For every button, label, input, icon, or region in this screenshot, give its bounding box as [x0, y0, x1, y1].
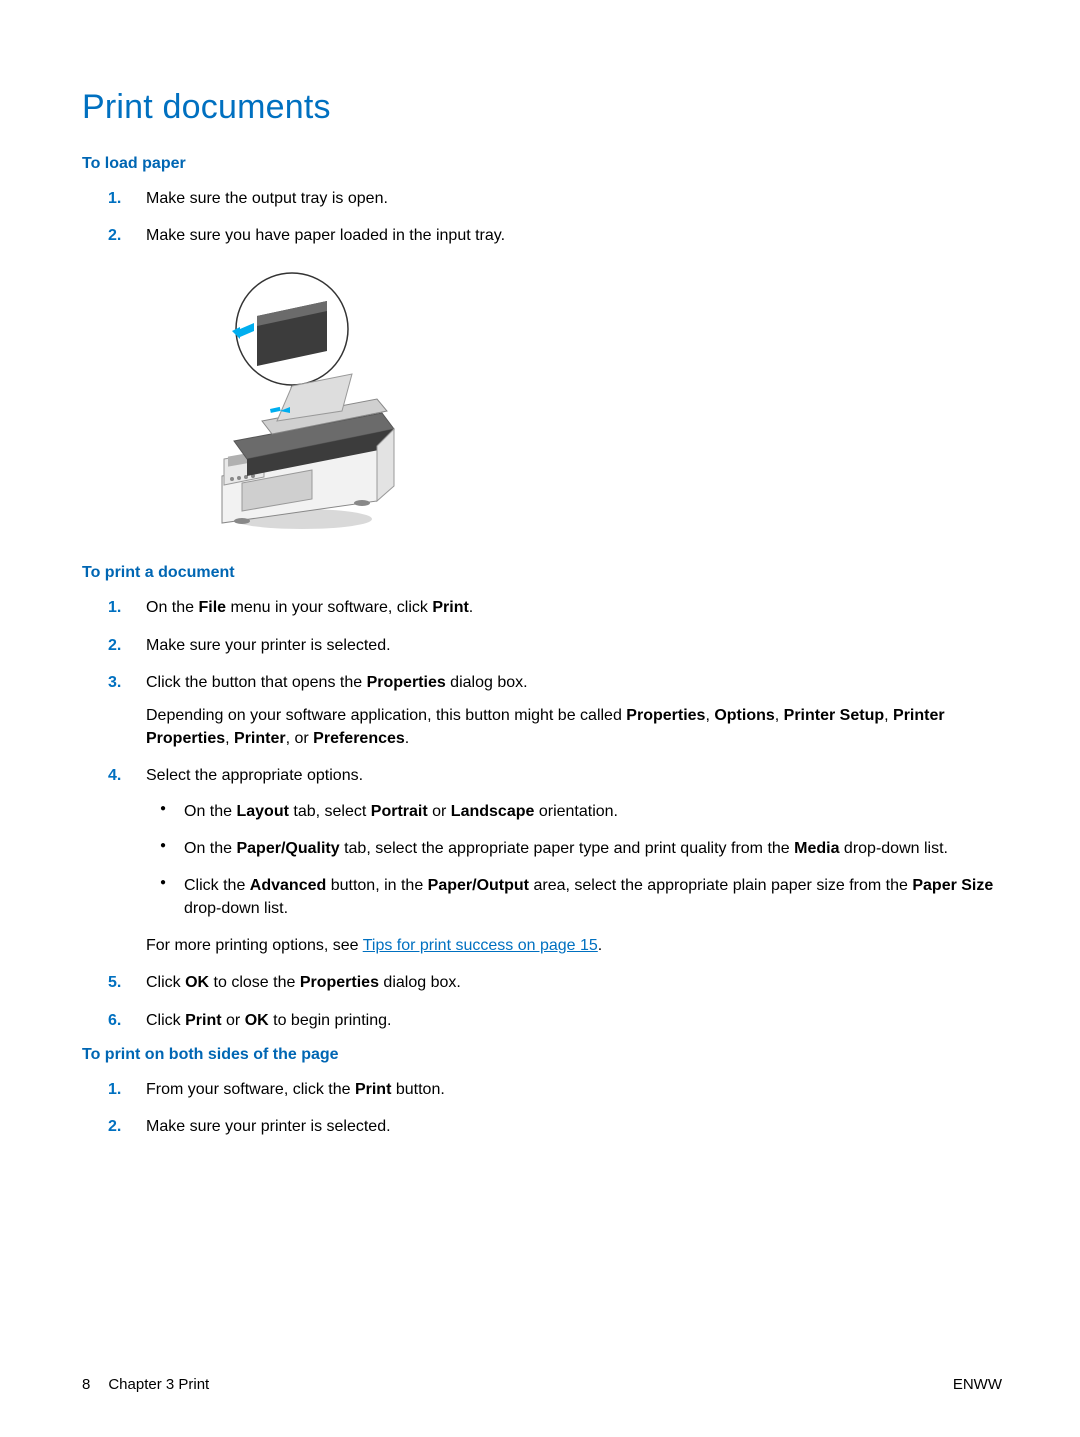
- step-item: 2.Make sure you have paper loaded in the…: [146, 224, 1002, 247]
- link-prefix: For more printing options, see: [146, 937, 363, 954]
- step-text: Make sure you have paper loaded in the i…: [146, 227, 505, 244]
- step-number: 4.: [108, 764, 121, 787]
- step-paragraph: Depending on your software application, …: [146, 704, 1002, 750]
- page-container: Print documents To load paper1.Make sure…: [0, 0, 1080, 1437]
- step-list: 1. From your software, click the Print bu…: [82, 1078, 1002, 1138]
- section-header: To print on both sides of the page: [82, 1046, 1002, 1064]
- cross-reference-link[interactable]: Tips for print success on page 15: [363, 937, 598, 954]
- footer-left: 8 Chapter 3 Print: [82, 1376, 209, 1393]
- step-number: 5.: [108, 971, 121, 994]
- footer-right: ENWW: [953, 1376, 1002, 1393]
- step-item: 2.Make sure your printer is selected.: [146, 634, 1002, 657]
- step-text: Click OK to close the Properties dialog …: [146, 974, 461, 991]
- step-number: 2.: [108, 634, 121, 657]
- step-number: 1.: [108, 1078, 121, 1101]
- step-text: Make sure your printer is selected.: [146, 637, 391, 654]
- step-number: 1.: [108, 187, 121, 210]
- bullet-item: Click the Advanced button, in the Paper/…: [184, 874, 1002, 920]
- step-text: Select the appropriate options.: [146, 767, 363, 784]
- step-item: 6.Click Print or OK to begin printing.: [146, 1009, 1002, 1032]
- step-number: 2.: [108, 224, 121, 247]
- step-item: 4.Select the appropriate options.On the …: [146, 764, 1002, 957]
- printer-figure: [192, 271, 1002, 536]
- printer-icon: [192, 271, 412, 531]
- page-title: Print documents: [82, 88, 1002, 127]
- section-header: To load paper: [82, 155, 1002, 173]
- step-text: Make sure the output tray is open.: [146, 190, 388, 207]
- bullet-item: On the Layout tab, select Portrait or La…: [184, 800, 1002, 823]
- bullet-list: On the Layout tab, select Portrait or La…: [146, 800, 1002, 921]
- step-number: 2.: [108, 1115, 121, 1138]
- link-suffix: .: [598, 937, 602, 954]
- step-text: Click the button that opens the Properti…: [146, 674, 528, 691]
- step-item: 1.On the File menu in your software, cli…: [146, 596, 1002, 619]
- step-item: 1.Make sure the output tray is open.: [146, 187, 1002, 210]
- step-number: 1.: [108, 596, 121, 619]
- step-item: 3.Click the button that opens the Proper…: [146, 671, 1002, 751]
- step-item: 2.Make sure your printer is selected.: [146, 1115, 1002, 1138]
- bullet-item: On the Paper/Quality tab, select the app…: [184, 837, 1002, 860]
- step-number: 6.: [108, 1009, 121, 1032]
- page-footer: 8 Chapter 3 Print ENWW: [82, 1376, 1002, 1393]
- step-number: 3.: [108, 671, 121, 694]
- chapter-label: Chapter 3 Print: [108, 1376, 209, 1393]
- step-text: Click Print or OK to begin printing.: [146, 1012, 391, 1029]
- step-text: From your software, click the Print butt…: [146, 1081, 445, 1098]
- step-paragraph: For more printing options, see Tips for …: [146, 934, 1002, 957]
- step-text: Make sure your printer is selected.: [146, 1118, 391, 1135]
- page-number: 8: [82, 1376, 90, 1393]
- step-item: 1.From your software, click the Print bu…: [146, 1078, 1002, 1101]
- step-list: 1. On the File menu in your software, cli…: [82, 596, 1002, 1031]
- step-item: 5.Click OK to close the Properties dialo…: [146, 971, 1002, 994]
- step-list: 1.Make sure the output tray is open.2.Ma…: [82, 187, 1002, 247]
- sections-container: To load paper1.Make sure the output tray…: [82, 155, 1002, 1138]
- step-text: On the File menu in your software, click…: [146, 599, 473, 616]
- section-header: To print a document: [82, 564, 1002, 582]
